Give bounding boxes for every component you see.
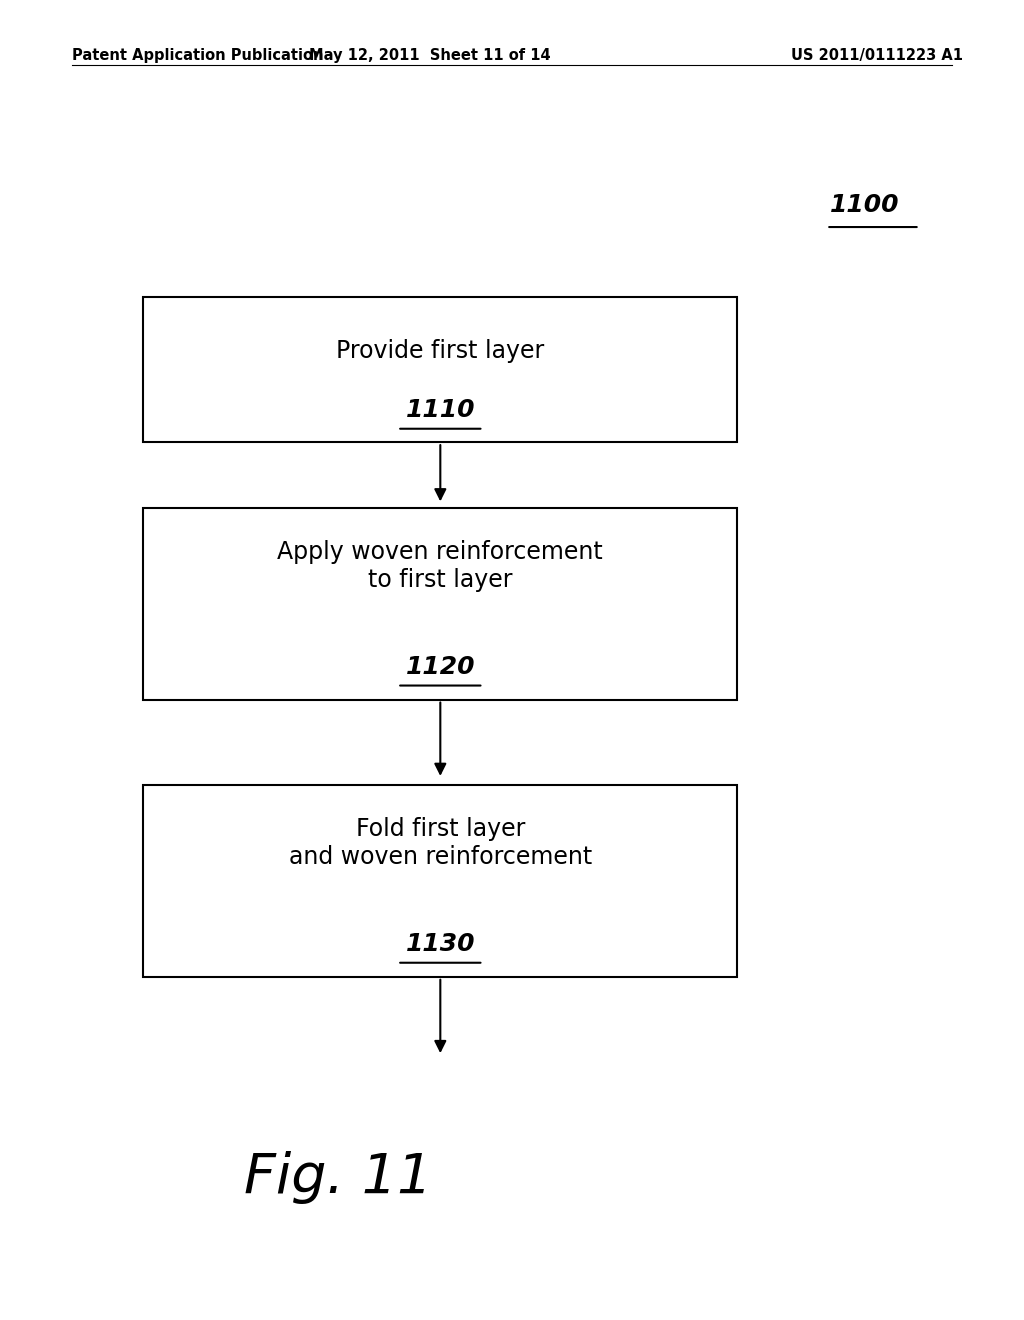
FancyBboxPatch shape: [143, 297, 737, 442]
Text: Apply woven reinforcement
to first layer: Apply woven reinforcement to first layer: [278, 540, 603, 591]
Text: 1110: 1110: [406, 399, 475, 422]
FancyBboxPatch shape: [143, 508, 737, 700]
Text: Patent Application Publication: Patent Application Publication: [72, 48, 324, 62]
FancyBboxPatch shape: [143, 785, 737, 977]
Text: 1130: 1130: [406, 932, 475, 956]
Text: May 12, 2011  Sheet 11 of 14: May 12, 2011 Sheet 11 of 14: [309, 48, 551, 62]
Text: 1120: 1120: [406, 655, 475, 678]
Text: Provide first layer: Provide first layer: [336, 339, 545, 363]
Text: Fold first layer
and woven reinforcement: Fold first layer and woven reinforcement: [289, 817, 592, 869]
Text: Fig. 11: Fig. 11: [244, 1151, 432, 1204]
Text: US 2011/0111223 A1: US 2011/0111223 A1: [791, 48, 963, 62]
Text: 1100: 1100: [829, 193, 899, 216]
